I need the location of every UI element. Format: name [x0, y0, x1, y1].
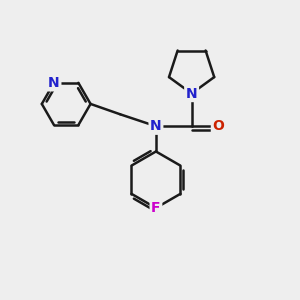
Text: N: N	[186, 86, 197, 100]
Text: N: N	[150, 119, 162, 133]
Text: O: O	[212, 119, 224, 133]
Text: N: N	[48, 76, 60, 90]
Text: F: F	[151, 201, 161, 215]
